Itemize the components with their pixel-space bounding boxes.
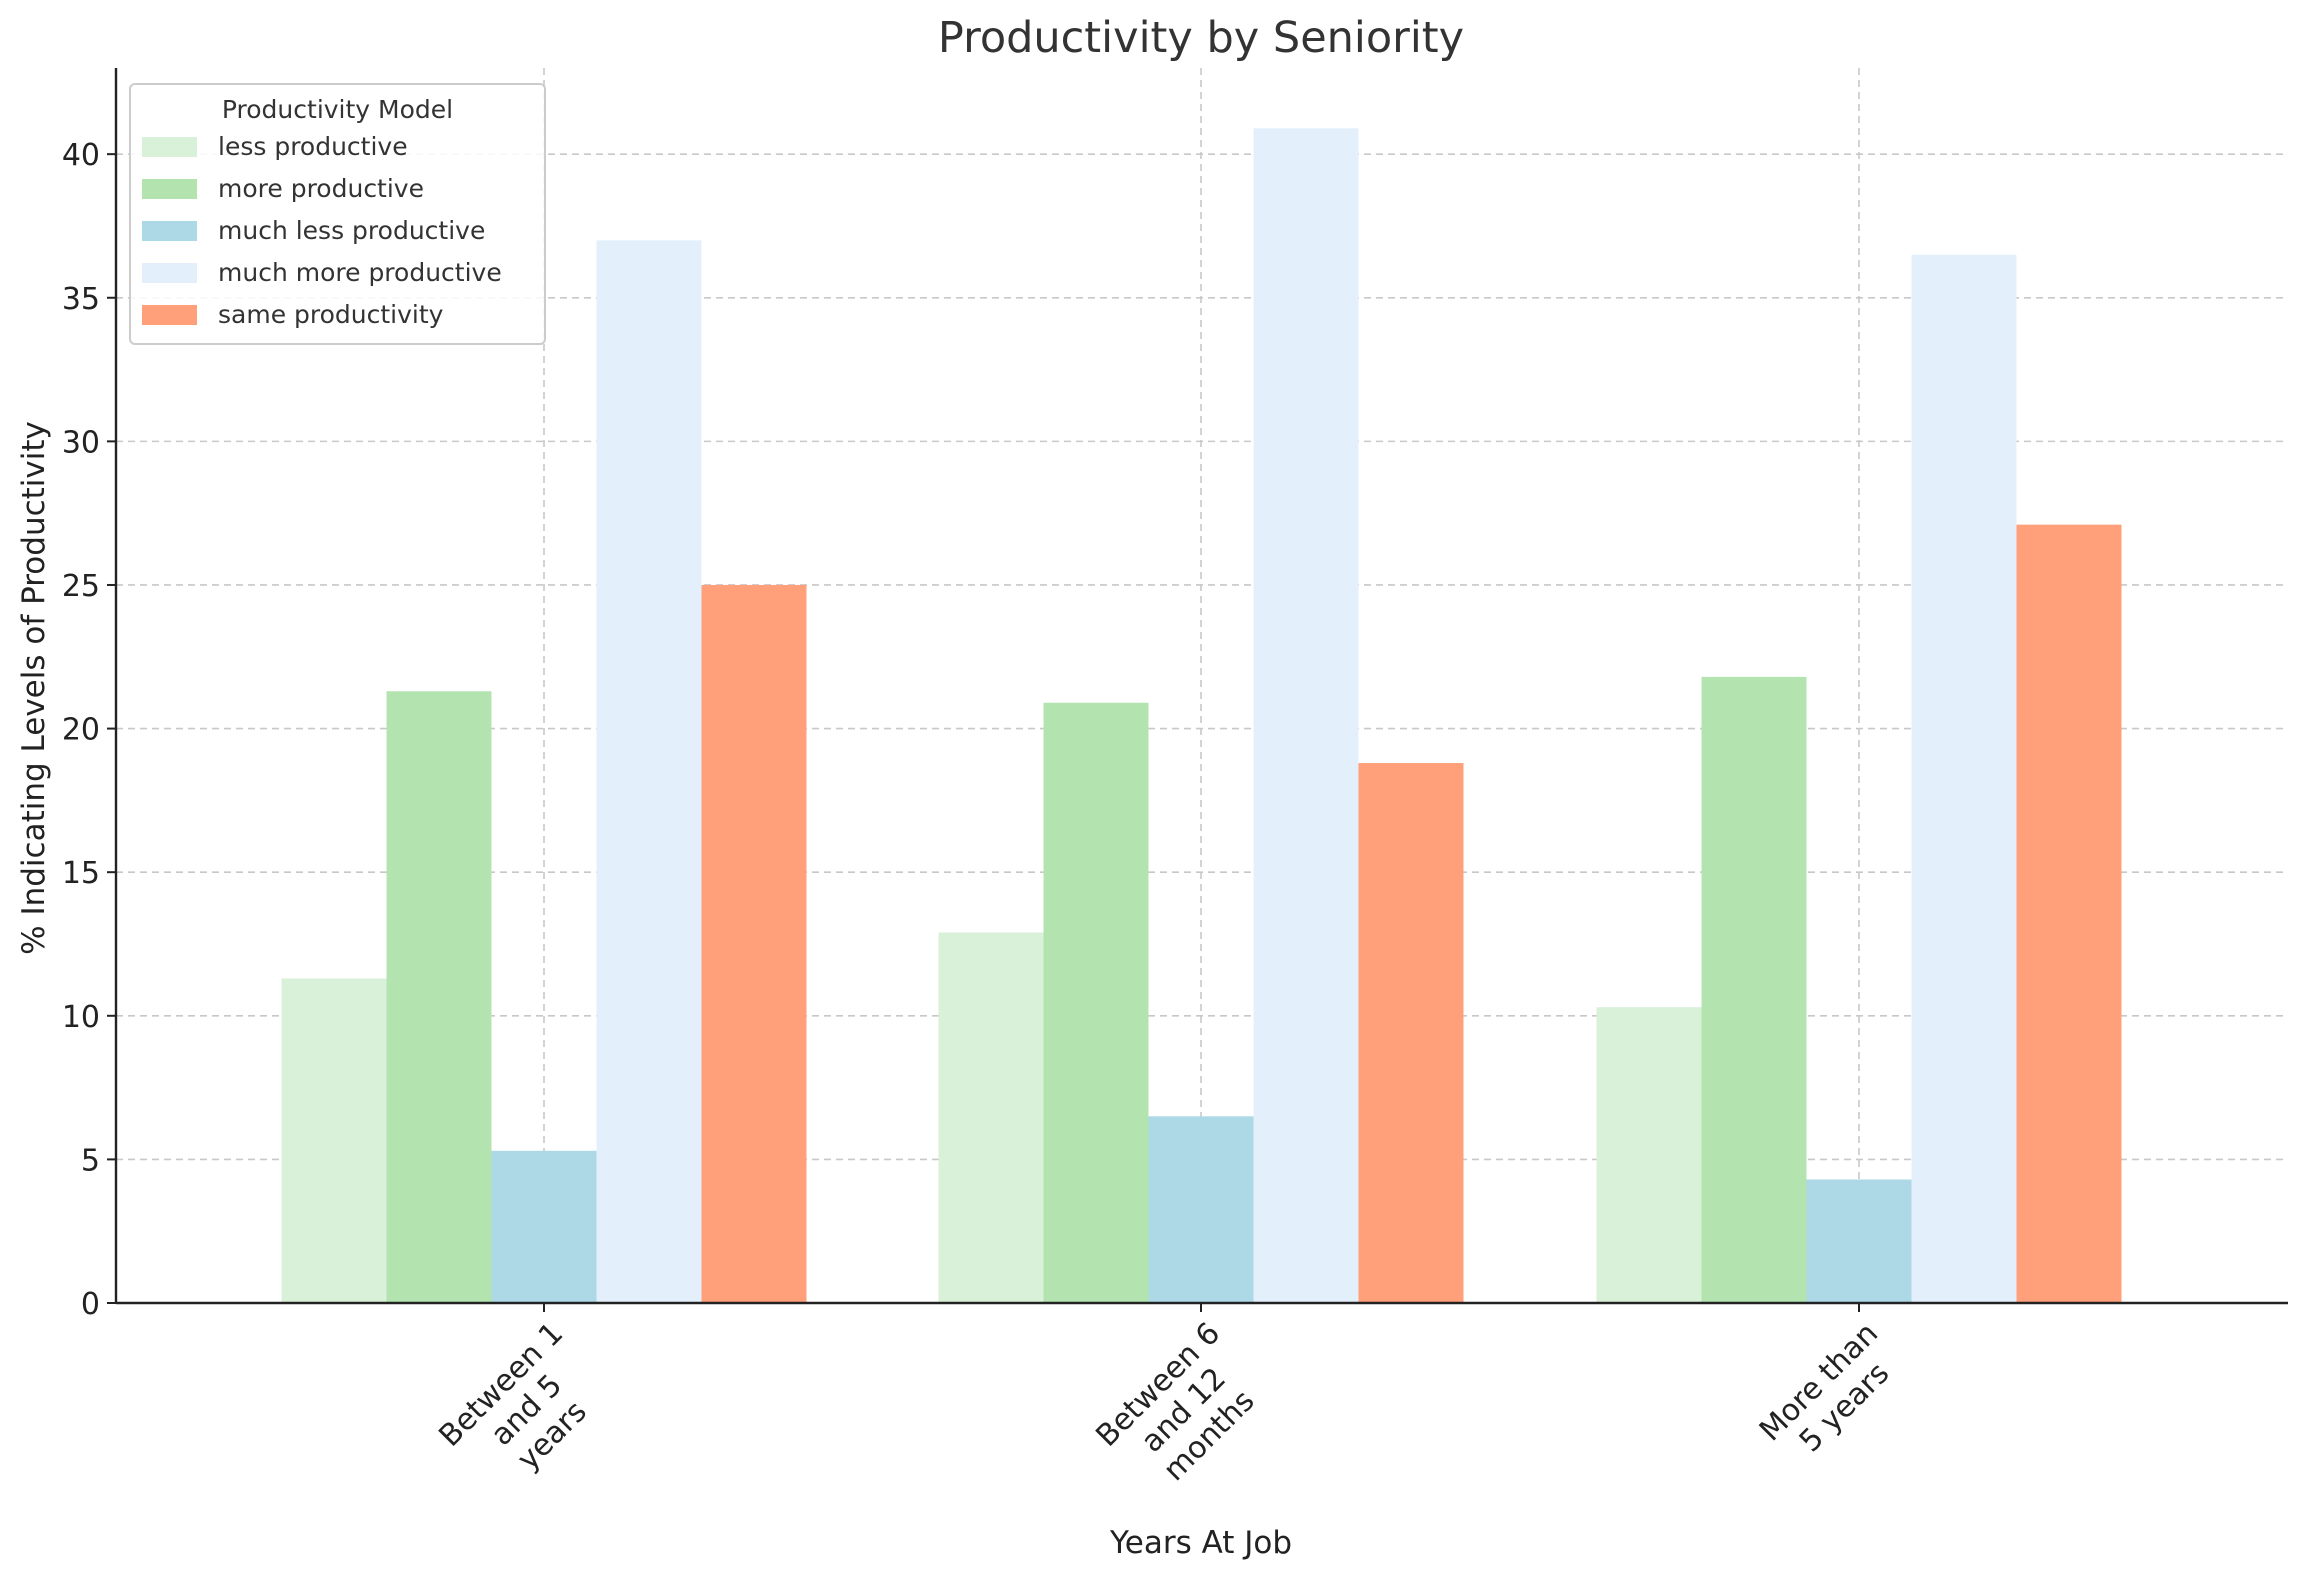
bar-much-more-productive bbox=[596, 240, 702, 1304]
bar-same-productivity bbox=[2016, 524, 2122, 1303]
bar-same-productivity bbox=[1358, 763, 1464, 1303]
bar-less-productive bbox=[938, 932, 1044, 1303]
y-tick-label: 5 bbox=[81, 1143, 100, 1178]
bar-much-less-productive bbox=[491, 1150, 597, 1303]
legend-swatch bbox=[142, 305, 197, 325]
y-tick-label: 40 bbox=[62, 138, 100, 173]
legend-swatch bbox=[142, 137, 197, 157]
bar-less-productive bbox=[281, 978, 387, 1303]
chart-title: Productivity by Seniority bbox=[938, 13, 1464, 63]
legend-swatch bbox=[142, 263, 197, 283]
legend: Productivity Model less productive more pr… bbox=[129, 83, 546, 345]
bars bbox=[281, 128, 2122, 1304]
legend-label: same productivity bbox=[218, 300, 444, 329]
bar-more-productive bbox=[386, 691, 492, 1303]
legend-label: more productive bbox=[218, 174, 424, 203]
bar-less-productive bbox=[1596, 1007, 1702, 1303]
y-tick-label: 25 bbox=[62, 569, 100, 604]
legend-box bbox=[129, 83, 546, 345]
bar-more-productive bbox=[1043, 702, 1149, 1303]
legend-label: much more productive bbox=[218, 258, 502, 287]
legend-title: Productivity Model bbox=[222, 95, 453, 124]
bar-much-less-productive bbox=[1806, 1179, 1912, 1303]
y-tick-label: 10 bbox=[62, 1000, 100, 1035]
legend-swatch bbox=[142, 179, 197, 199]
y-tick-label: 30 bbox=[62, 425, 100, 460]
y-tick-label: 35 bbox=[62, 282, 100, 317]
y-tick-label: 20 bbox=[62, 713, 100, 748]
bar-much-more-productive bbox=[1911, 254, 2017, 1304]
legend-label: less productive bbox=[218, 132, 408, 161]
bar-more-productive bbox=[1701, 676, 1807, 1303]
y-axis-label: % Indicating Levels of Productivity bbox=[16, 421, 52, 955]
legend-label: much less productive bbox=[218, 216, 485, 245]
y-tick-label: 15 bbox=[62, 856, 100, 891]
bar-same-productivity bbox=[701, 584, 807, 1303]
bar-much-less-productive bbox=[1148, 1116, 1254, 1303]
x-axis-label: Years At Job bbox=[1109, 1525, 1292, 1561]
legend-swatch bbox=[142, 221, 197, 241]
bar-much-more-productive bbox=[1253, 128, 1359, 1303]
y-tick-label: 0 bbox=[81, 1287, 100, 1322]
